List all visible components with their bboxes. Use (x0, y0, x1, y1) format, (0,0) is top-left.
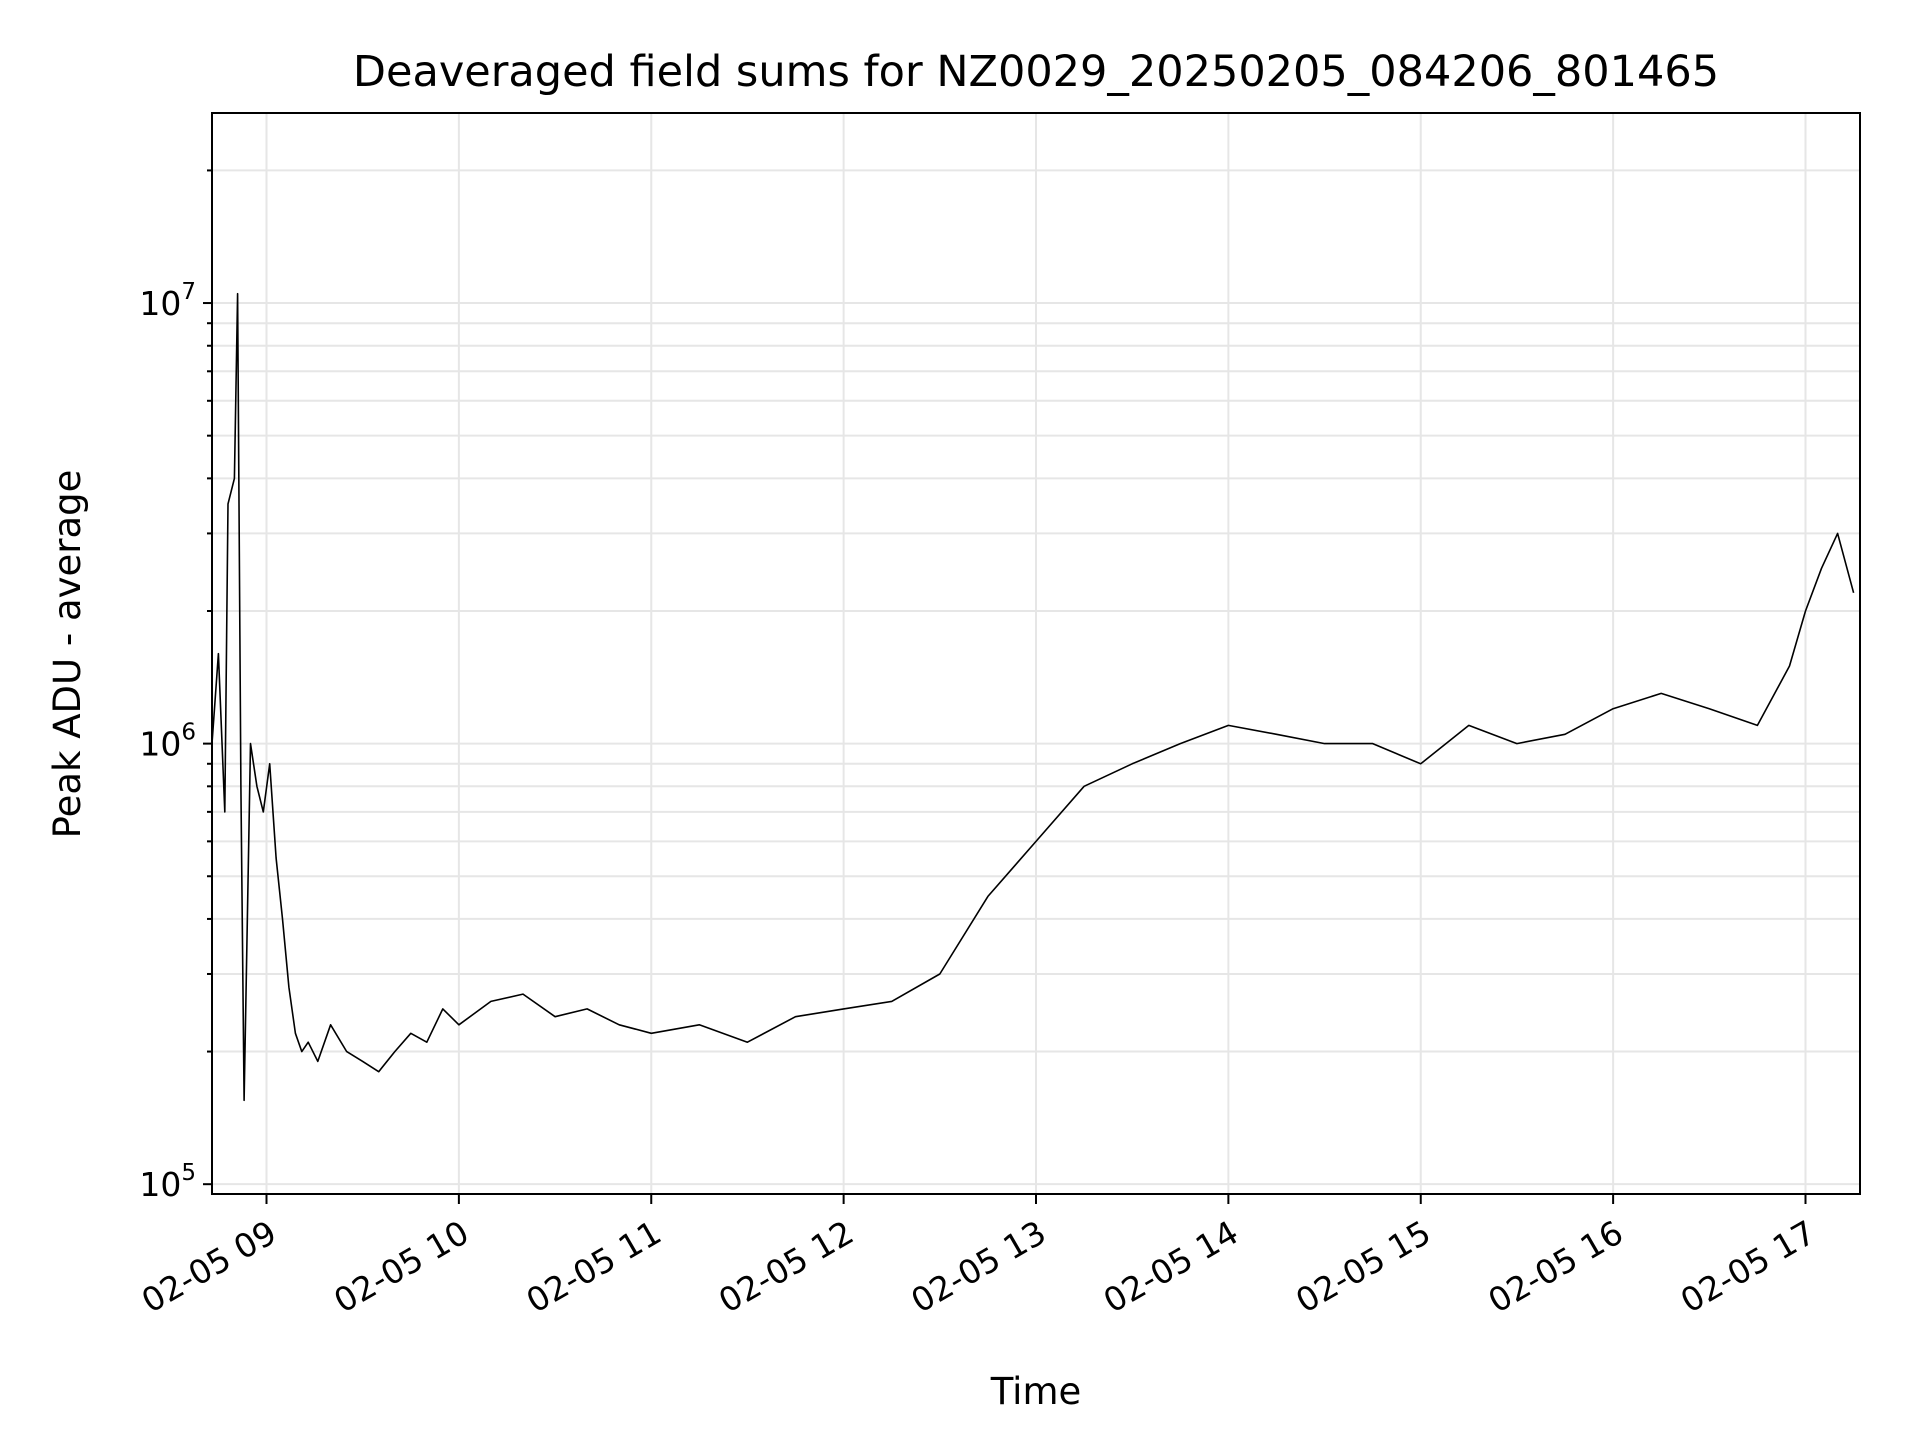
plot-area (211, 292, 1855, 1102)
series-line-1 (211, 292, 1855, 1102)
y-tick-label: 107 (139, 279, 196, 323)
y-axis: 105 106 107 (139, 169, 212, 1204)
y-axis-label: Peak ADU - average (46, 470, 89, 839)
chart-title: Deaveraged field sums for NZ0029_2025020… (353, 47, 1719, 97)
y-tick-label: 106 (139, 720, 196, 764)
y-tick-label: 105 (139, 1160, 196, 1204)
x-axis-label: Time (990, 1370, 1082, 1413)
grid (212, 113, 1860, 1194)
